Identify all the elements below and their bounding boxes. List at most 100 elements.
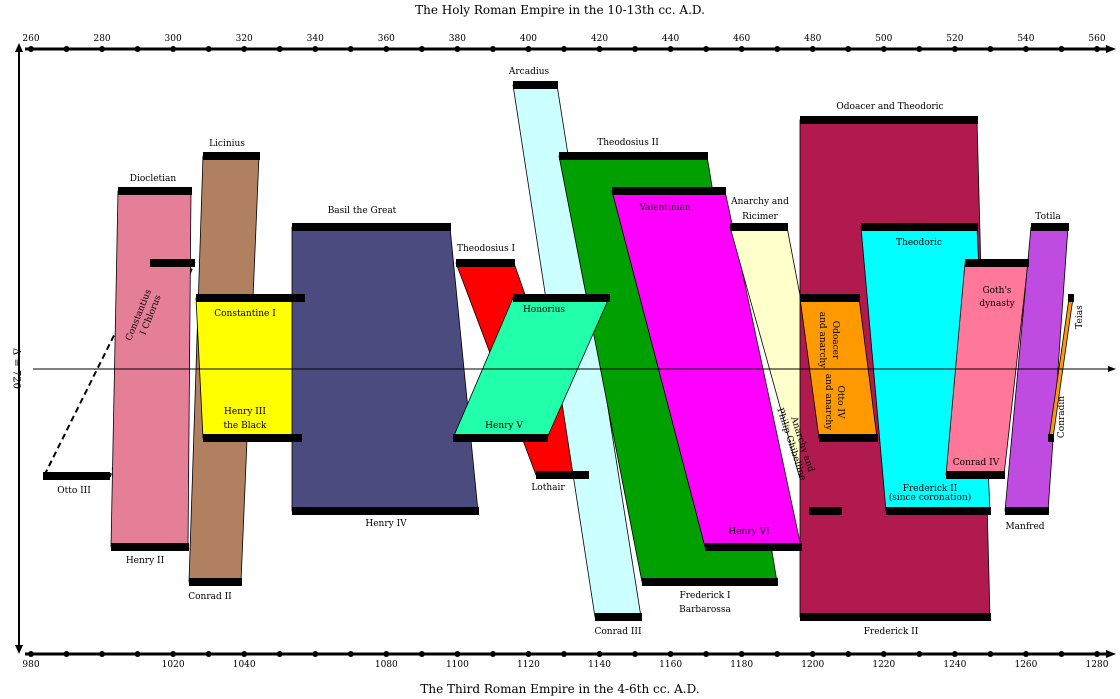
bottom-axis-tick-dot: [916, 651, 923, 657]
bar-lothair-bottom: [536, 471, 589, 479]
bottom-axis-tick-dot: [880, 651, 887, 657]
bottom-axis-tick-label: 1020: [162, 660, 185, 670]
bar-ricimer-top: [730, 223, 788, 231]
top-axis-tick-label: 280: [93, 34, 110, 44]
bar-diocletian-top: [118, 187, 192, 195]
label-otto4-2: and anarchy: [823, 374, 833, 431]
label-ricimer-2: Ricimer: [742, 212, 778, 222]
label-fred2: Frederick II: [864, 627, 919, 637]
bottom-axis-tick-label: 1260: [1014, 660, 1037, 670]
top-axis-tick-dot: [774, 46, 781, 52]
top-axis-tick-dot: [738, 46, 745, 52]
top-axis-tick-label: 380: [449, 34, 466, 44]
shift-line-arrowhead: [1108, 366, 1116, 372]
label-odoacer-theodoric: Odoacer and Theodoric: [836, 102, 943, 112]
top-axis-tick-dot: [951, 46, 958, 52]
bottom-axis-tick-dot: [170, 651, 177, 657]
bar-henry6-bottom: [705, 543, 802, 551]
bar-henry4-bottom: [292, 507, 479, 515]
bottom-axis-tick-dot: [383, 651, 390, 657]
top-axis-tick-dot: [667, 46, 674, 52]
top-axis-tick-label: 320: [236, 34, 253, 44]
top-axis-tick-label: 500: [875, 34, 892, 44]
bottom-axis-tick-dot: [489, 651, 496, 657]
bottom-axis-tick-dot: [632, 651, 639, 657]
bar-henry3-bottom: [203, 434, 302, 442]
label-fred2-coron-2: (since coronation): [889, 492, 972, 503]
bar-valentinian-top: [612, 187, 726, 195]
top-axis-tick-label: 520: [946, 34, 963, 44]
label-constantine: Constantine I: [214, 309, 276, 319]
label-conradin: Conradin: [1057, 396, 1067, 438]
label-goths-1: Goth's: [982, 286, 1011, 296]
label-henry5: Henry V: [485, 421, 523, 431]
bottom-axis-tick-dot: [205, 651, 212, 657]
bottom-axis-tick-dot: [809, 651, 816, 657]
bar-henry5-bottom: [453, 434, 548, 442]
bottom-axis-tick-dot: [276, 651, 283, 657]
bar-totila-top: [1031, 223, 1069, 231]
bottom-axis-tick-label: 1280: [1086, 660, 1109, 670]
top-axis-tick-dot: [241, 46, 248, 52]
bottom-axis-tick-dot: [241, 651, 248, 657]
bar-basil-top: [292, 223, 451, 231]
bottom-axis: 980 1020 1040 1080 1100 1120 1140 1160 1180 1200 1…: [22, 650, 1116, 670]
top-axis: 260 280 300 320 340 360 380 400 420 440 460 480 500 5…: [22, 34, 1116, 53]
bar-fred2-bottom: [800, 613, 991, 621]
reign-boundary-bars: [43, 81, 1074, 621]
bottom-axis-tick-dot: [1022, 651, 1029, 657]
top-axis-tick-dot: [489, 46, 496, 52]
bottom-axis-tick-label: 1140: [588, 660, 611, 670]
bar-otto4-bottom: [819, 434, 878, 442]
label-arcadius: Arcadius: [508, 67, 550, 77]
bottom-axis-tick-dot: [774, 651, 781, 657]
top-axis-tick-dot: [845, 46, 852, 52]
top-axis-tick-dot: [312, 46, 319, 52]
bar-otto3-bottom: [43, 472, 110, 480]
bottom-axis-tick-label: 1040: [233, 660, 256, 670]
bottom-axis-tick-label: 1240: [943, 660, 966, 670]
bottom-axis-tick-dot: [951, 651, 958, 657]
label-theodosius1: Theodosius I: [457, 244, 515, 254]
top-axis-tick-dot: [1022, 46, 1029, 52]
bottom-axis-tick-label: 1120: [517, 660, 540, 670]
bar-conradin-bottom: [1048, 434, 1054, 442]
label-odoacer-anarchy-2: and anarchy: [817, 312, 827, 369]
label-otto3: Otto III: [57, 486, 91, 496]
top-axis-tick-label: 260: [22, 34, 39, 44]
label-licinius: Licinius: [209, 139, 245, 149]
bar-conrad4-bottom: [946, 471, 1005, 479]
label-henry2: Henry II: [126, 556, 165, 566]
top-axis-tick-label: 340: [307, 34, 324, 44]
label-conrad4: Conrad IV: [953, 458, 1000, 468]
bottom-axis-tick-label: 1200: [801, 660, 824, 670]
vertical-arrow-bottom-head: [15, 645, 23, 654]
bar-conrad3-bottom: [595, 613, 642, 621]
reign-shapes: [42, 84, 1074, 618]
bottom-axis-tick-dot: [561, 651, 567, 657]
bar-goths-top: [965, 259, 1029, 267]
bottom-axis-tick-dot: [134, 651, 141, 657]
bar-barbarossa-bottom: [642, 578, 778, 586]
label-valentinian: Valentinian: [638, 203, 691, 213]
bottom-axis-tick-label: 1100: [446, 660, 469, 670]
label-teias: Teias: [1075, 305, 1085, 329]
bottom-axis-tick-label: 1180: [730, 660, 753, 670]
bottom-axis-tick-dot: [703, 651, 710, 657]
top-axis-tick-dot: [1094, 46, 1100, 52]
bar-theodoric-top: [861, 223, 978, 231]
bottom-axis-tick-dot: [99, 651, 106, 657]
label-henry6: Henry VI: [728, 527, 770, 537]
top-axis-tick-dot: [347, 46, 354, 52]
top-axis-tick-label: 540: [1017, 34, 1034, 44]
bottom-axis-tick-dot: [454, 651, 461, 657]
label-conrad2: Conrad II: [188, 592, 232, 602]
top-axis-tick-dot: [703, 46, 710, 52]
bar-fred2-coron-bottom: [886, 507, 991, 515]
bottom-axis-tick-dot: [1058, 651, 1065, 657]
bar-henry2-bottom: [111, 543, 189, 551]
bar-constantius-top: [150, 259, 195, 267]
bottom-axis-tick-dot: [596, 651, 603, 657]
label-henry3-1: Henry III: [224, 407, 266, 417]
bar-odoacer-anarchy-top: [800, 294, 860, 302]
